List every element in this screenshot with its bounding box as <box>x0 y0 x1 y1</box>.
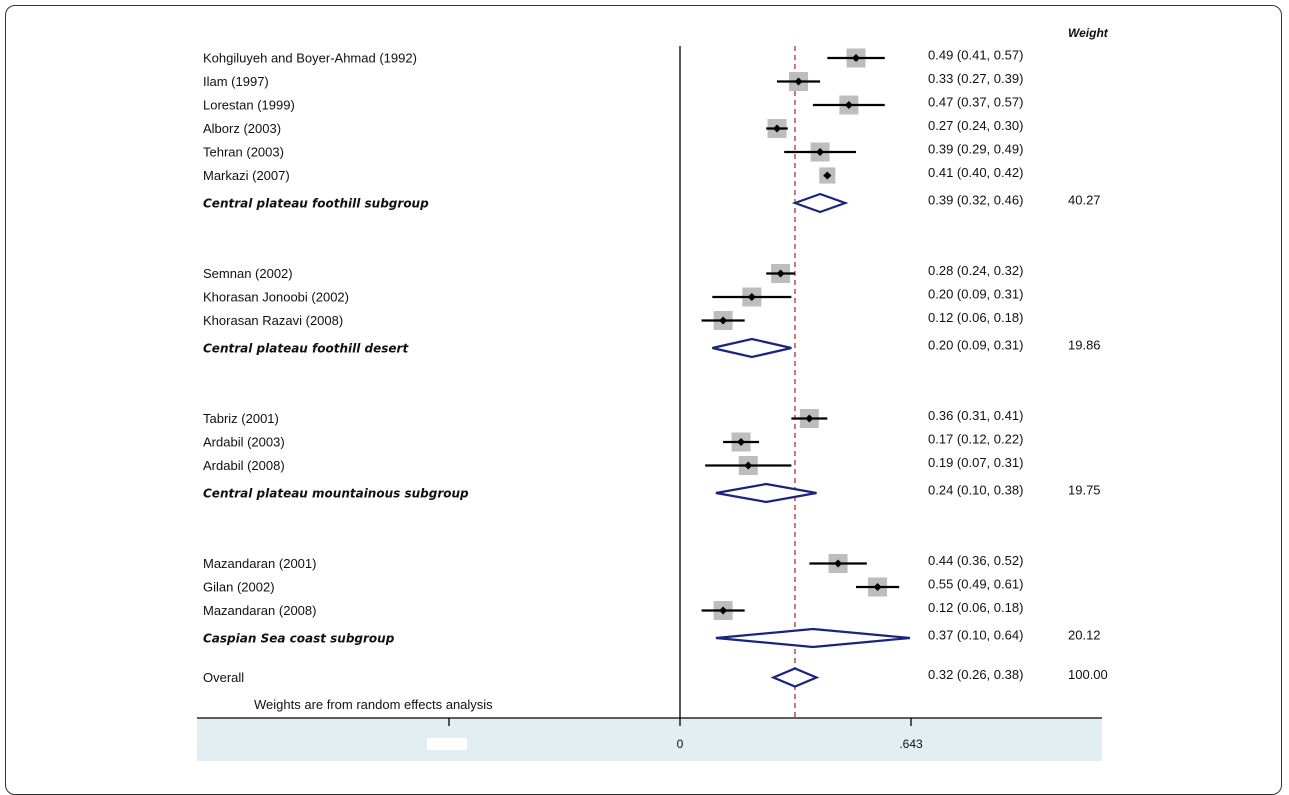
forest-plot: 0 .643 Kohgiluyeh and Boyer-Ahmad (1992) 0… <box>197 26 1109 761</box>
estimate-text: 0.24 (0.10, 0.38) <box>928 483 1023 498</box>
overall-diamond <box>770 667 820 688</box>
estimate-text: 0.32 (0.26, 0.38) <box>928 667 1023 682</box>
study-row: Tehran (2003) 0.39 (0.29, 0.49) <box>203 142 1023 162</box>
estimate-text: 0.19 (0.07, 0.31) <box>928 455 1023 470</box>
study-label: Ilam (1997) <box>203 74 269 89</box>
subgroup-label: Caspian Sea coast subgroup <box>203 632 395 646</box>
subgroup-row: Caspian Sea coast subgroup 0.37 (0.10, 0.… <box>203 627 1101 649</box>
estimate-text: 0.55 (0.49, 0.61) <box>928 577 1023 592</box>
study-row: Ardabil (2003) 0.17 (0.12, 0.22) <box>203 432 1023 452</box>
study-label: Khorasan Jonoobi (2002) <box>203 290 349 305</box>
subgroup-label: Central plateau foothill subgroup <box>203 197 429 211</box>
overall-label: Overall <box>203 670 244 685</box>
x-tick-label: .643 <box>899 737 923 751</box>
study-label: Khorasan Razavi (2008) <box>203 313 343 328</box>
subgroup-label: Central plateau mountainous subgroup <box>203 487 469 501</box>
estimate-text: 0.47 (0.37, 0.57) <box>928 95 1023 110</box>
study-row: Gilan (2002) 0.55 (0.49, 0.61) <box>203 577 1023 597</box>
estimate-text: 0.17 (0.12, 0.22) <box>928 432 1023 447</box>
hidden-label-patch <box>427 738 467 750</box>
weight-text: 19.86 <box>1068 338 1101 353</box>
point-estimate <box>737 438 746 446</box>
subgroup-diamond <box>715 482 817 504</box>
overall-row: Overall 0.32 (0.26, 0.38) 100.00 <box>203 667 1108 688</box>
study-label: Gilan (2002) <box>203 580 275 595</box>
study-row: Khorasan Razavi (2008) 0.12 (0.06, 0.18) <box>203 310 1023 330</box>
estimate-text: 0.41 (0.40, 0.42) <box>928 165 1023 180</box>
study-row: Ardabil (2008) 0.19 (0.07, 0.31) <box>203 455 1023 475</box>
study-row: Tabriz (2001) 0.36 (0.31, 0.41) <box>203 408 1023 428</box>
point-estimate <box>816 148 825 156</box>
subgroup-row: Central plateau foothill subgroup 0.39 (0… <box>203 192 1101 214</box>
x-tick-label: 0 <box>677 737 684 751</box>
subgroup-row: Central plateau foothill desert 0.20 (0.0… <box>203 337 1101 359</box>
estimate-text: 0.20 (0.09, 0.31) <box>928 287 1023 302</box>
point-estimate <box>794 77 803 86</box>
subgroup-diamond <box>712 337 792 359</box>
study-label: Kohgiluyeh and Boyer-Ahmad (1992) <box>203 51 417 66</box>
axis-band <box>197 718 1102 761</box>
study-label: Tehran (2003) <box>203 145 284 160</box>
point-estimate <box>747 293 756 301</box>
study-row: Semnan (2002) 0.28 (0.24, 0.32) <box>203 263 1023 283</box>
footnote: Weights are from random effects analysis <box>254 697 493 712</box>
weight-text: 40.27 <box>1068 193 1101 208</box>
subgroup-row: Central plateau mountainous subgroup 0.24… <box>203 482 1101 504</box>
weight-header: Weight <box>1068 26 1109 40</box>
estimate-text: 0.12 (0.06, 0.18) <box>928 600 1023 615</box>
study-row: Lorestan (1999) 0.47 (0.37, 0.57) <box>203 95 1023 115</box>
weight-text: 100.00 <box>1068 667 1108 682</box>
point-estimate <box>852 54 861 62</box>
weight-text: 20.12 <box>1068 628 1101 643</box>
estimate-text: 0.12 (0.06, 0.18) <box>928 310 1023 325</box>
subgroup-label: Central plateau foothill desert <box>203 342 409 356</box>
study-label: Mazandaran (2008) <box>203 603 316 618</box>
estimate-text: 0.44 (0.36, 0.52) <box>928 553 1023 568</box>
estimate-text: 0.39 (0.29, 0.49) <box>928 142 1023 157</box>
study-label: Mazandaran (2001) <box>203 556 316 571</box>
weight-text: 19.75 <box>1068 483 1101 498</box>
study-label: Markazi (2007) <box>203 168 290 183</box>
point-estimate <box>744 461 753 470</box>
study-row: Kohgiluyeh and Boyer-Ahmad (1992) 0.49 (0… <box>203 48 1023 68</box>
point-estimate <box>719 606 728 615</box>
estimate-text: 0.36 (0.31, 0.41) <box>928 408 1023 423</box>
estimate-text: 0.39 (0.32, 0.46) <box>928 193 1023 208</box>
study-row: Mazandaran (2001) 0.44 (0.36, 0.52) <box>203 553 1023 573</box>
study-row: Markazi (2007) 0.41 (0.40, 0.42) <box>203 165 1023 184</box>
study-label: Ardabil (2003) <box>203 435 285 450</box>
point-estimate <box>805 414 814 423</box>
study-row: Mazandaran (2008) 0.12 (0.06, 0.18) <box>203 600 1023 620</box>
point-estimate <box>844 101 853 109</box>
estimate-text: 0.33 (0.27, 0.39) <box>928 71 1023 86</box>
point-estimate <box>772 124 781 133</box>
estimate-text: 0.37 (0.10, 0.64) <box>928 628 1023 643</box>
estimate-text: 0.27 (0.24, 0.30) <box>928 118 1023 133</box>
study-label: Ardabil (2008) <box>203 458 285 473</box>
point-estimate <box>834 559 843 568</box>
subgroup-diamond <box>715 627 911 649</box>
point-estimate <box>873 583 882 591</box>
study-row: Alborz (2003) 0.27 (0.24, 0.30) <box>203 118 1023 138</box>
point-estimate <box>719 316 728 325</box>
study-row: Khorasan Jonoobi (2002) 0.20 (0.09, 0.31) <box>203 287 1023 307</box>
estimate-text: 0.49 (0.41, 0.57) <box>928 48 1023 63</box>
point-estimate <box>823 171 832 180</box>
study-label: Lorestan (1999) <box>203 98 295 113</box>
estimate-text: 0.28 (0.24, 0.32) <box>928 263 1023 278</box>
study-row: Ilam (1997) 0.33 (0.27, 0.39) <box>203 71 1023 91</box>
study-label: Semnan (2002) <box>203 266 293 281</box>
study-label: Tabriz (2001) <box>203 411 279 426</box>
estimate-text: 0.20 (0.09, 0.31) <box>928 338 1023 353</box>
x-axis-ticks: 0 .643 <box>448 718 923 751</box>
forest-rows: Kohgiluyeh and Boyer-Ahmad (1992) 0.49 (0… <box>203 48 1108 688</box>
study-label: Alborz (2003) <box>203 121 281 136</box>
point-estimate <box>776 269 785 278</box>
subgroup-diamond <box>791 192 849 214</box>
